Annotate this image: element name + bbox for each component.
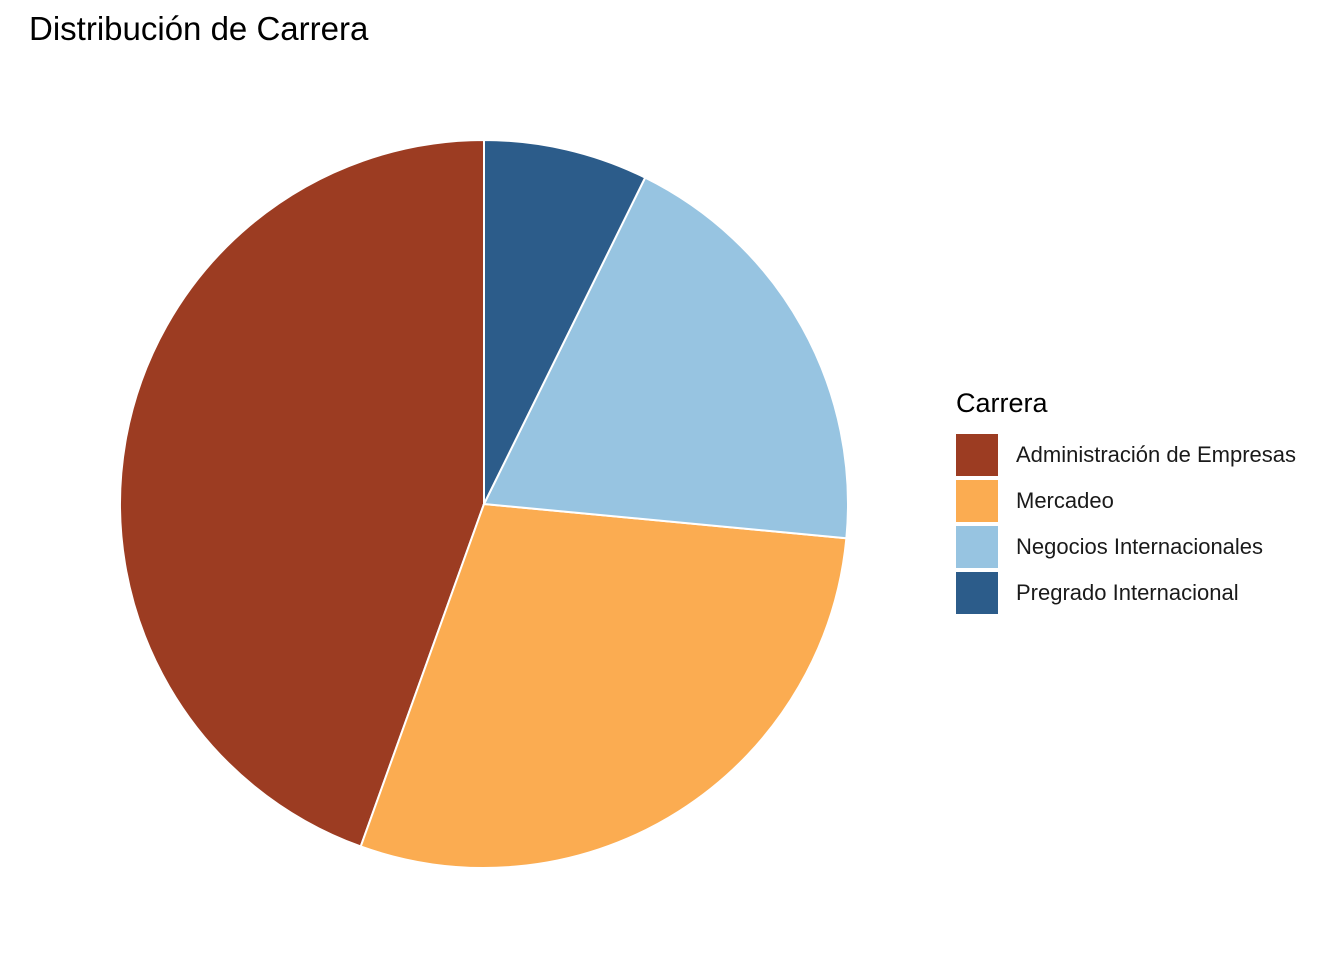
pie-slice-pregrado: [483, 138, 647, 505]
legend-title: Carrera: [956, 388, 1048, 418]
legend-item-mercadeo: Mercadeo: [956, 478, 1296, 524]
legend-key-administracion: [956, 434, 998, 476]
legend-key-negocios: [956, 526, 998, 568]
legend-label-administracion: Administración de Empresas: [1016, 442, 1297, 467]
pie-slice-administracion: [119, 138, 485, 848]
legend-item-pregrado: Pregrado Internacional: [956, 570, 1296, 616]
legend-key-mercadeo: [956, 480, 998, 522]
legend-key-pregrado: [956, 572, 998, 614]
pie-slice-mercadeo: [359, 502, 848, 869]
legend-label-negocios: Negocios Internacionales: [1016, 534, 1264, 559]
chart-title: Distribución de Carrera: [29, 10, 369, 47]
legend-label-mercadeo: Mercadeo: [1016, 488, 1114, 513]
pie-slice-negocios: [482, 176, 849, 540]
legend-label-pregrado: Pregrado Internacional: [1016, 580, 1239, 605]
legend: Carrera Administración de Empresas Merca…: [956, 388, 1296, 616]
legend-item-administracion: Administración de Empresas: [956, 432, 1296, 478]
pie-slices: [119, 138, 849, 869]
legend-item-negocios: Negocios Internacionales: [956, 524, 1296, 570]
